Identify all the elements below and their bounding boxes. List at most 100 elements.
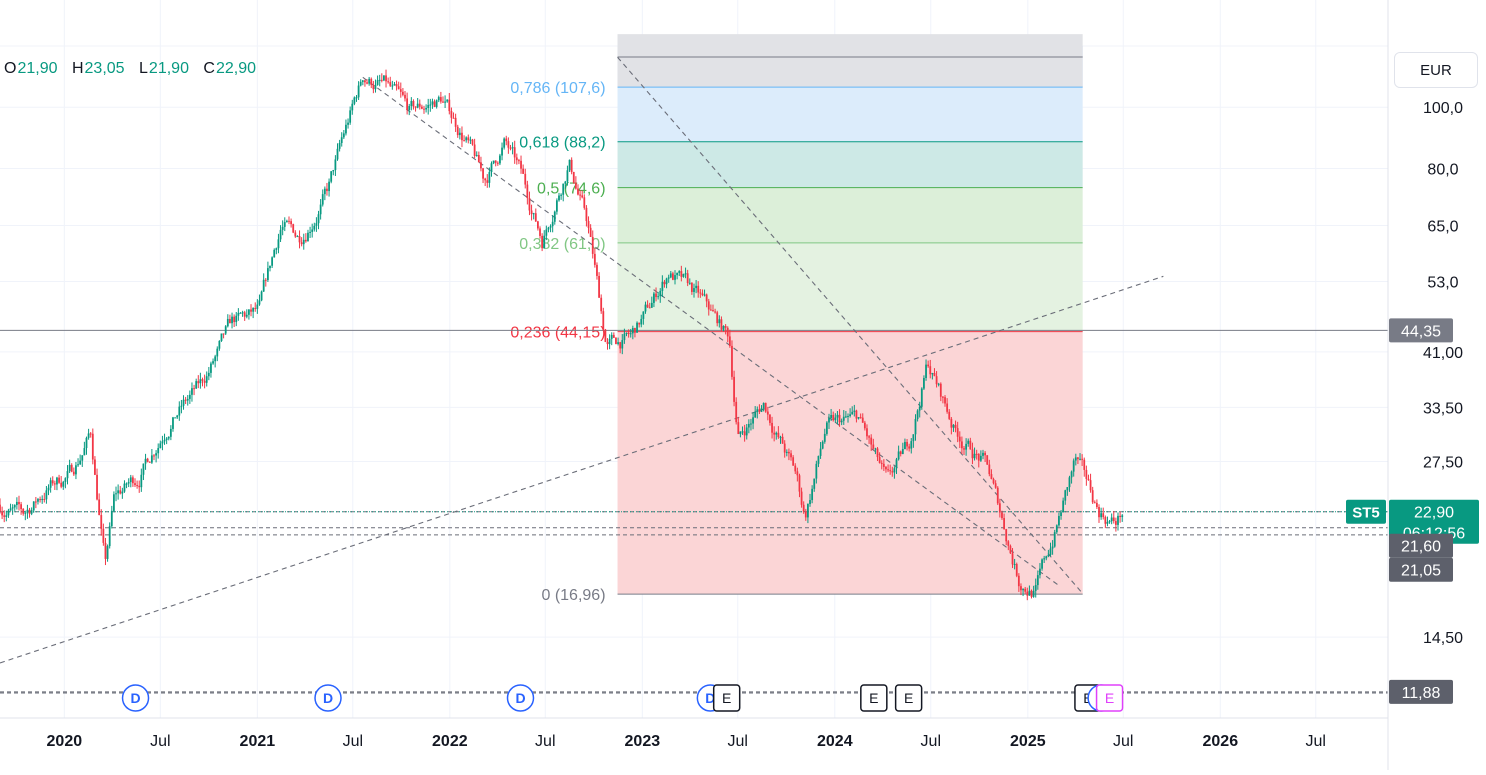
candle-body (1032, 590, 1035, 597)
candle-body (965, 443, 968, 450)
candle-body (60, 482, 63, 487)
candle-body (68, 464, 71, 472)
candle-body (231, 316, 233, 324)
fibonacci-retracement[interactable]: 0,786 (107,6) 0,618 (88,2) 0,5 (74,6) 0,382… (510, 34, 1083, 604)
candle-body (577, 188, 579, 195)
candle-body (108, 526, 111, 547)
candle-body (769, 414, 771, 423)
candle-body (982, 452, 984, 456)
candle-body (410, 100, 413, 107)
time-tick-label: Jul (1306, 733, 1326, 750)
candle-body (509, 147, 512, 149)
candle-body (273, 249, 276, 258)
candle-body (368, 78, 371, 84)
price-tag (1389, 679, 1453, 704)
candle-body (545, 229, 548, 236)
candle-body (494, 160, 497, 163)
candle-body (718, 319, 721, 324)
candle-body (102, 528, 105, 543)
candle-body (610, 334, 613, 339)
trendlines[interactable] (0, 56, 1164, 664)
candle-body (11, 507, 14, 509)
candle-body (811, 488, 814, 501)
candle-body (336, 148, 339, 160)
time-tick-label: 2021 (240, 733, 276, 750)
hline-price-tag (1389, 318, 1453, 343)
candle-body (1001, 512, 1003, 519)
candle-body (404, 94, 406, 99)
currency-button[interactable]: EUR (1394, 52, 1478, 88)
candle-body (747, 423, 750, 428)
candle-body (923, 377, 925, 389)
hline-price-tag-label: 44,35 (1401, 323, 1441, 340)
candle-body (207, 372, 210, 377)
candle-body (1083, 459, 1086, 470)
candle-body (935, 376, 938, 385)
candle-body (838, 414, 841, 423)
candle-body (815, 463, 818, 479)
candle-body (56, 477, 58, 485)
candle-body (703, 294, 706, 296)
ohlc-legend: O21,90 H23,05 L21,90 C22,90 (4, 60, 266, 78)
candle-body (840, 420, 843, 423)
candle-body (399, 89, 402, 92)
candle-body (201, 379, 204, 381)
candle-body (994, 483, 997, 488)
candle-body (520, 160, 522, 169)
candle-body (648, 307, 651, 309)
candle-body (345, 124, 347, 134)
candle-body (986, 455, 989, 465)
candle-body (1095, 502, 1098, 508)
candle-body (330, 171, 333, 182)
price-tick-label: 41,00 (1423, 345, 1463, 362)
candle-body (456, 126, 459, 136)
candle-body (728, 336, 731, 346)
candle-body (950, 418, 953, 428)
candle-body (539, 228, 541, 236)
candle-body (420, 106, 423, 109)
candle-body (724, 325, 727, 328)
candle-body (416, 103, 419, 108)
candle-body (146, 458, 149, 462)
candle-body (534, 213, 537, 222)
candle-body (695, 285, 698, 289)
candle-body (239, 312, 242, 314)
time-tick-label: 2025 (1010, 733, 1046, 750)
candle-body (1028, 590, 1031, 596)
time-tick-label: 2022 (432, 733, 468, 750)
candle-body (1060, 512, 1062, 516)
candle-body (349, 110, 352, 123)
candle-body (522, 168, 525, 174)
candle-body (222, 333, 225, 335)
candle-body (296, 236, 299, 238)
earnings-marker (894, 684, 923, 712)
candle-body (617, 342, 619, 345)
price-tick-label: 27,50 (1423, 455, 1463, 472)
candle-body (385, 75, 387, 82)
candle-body (66, 471, 69, 479)
candle-body (737, 422, 740, 435)
candle-body (636, 322, 638, 333)
earnings-marker (712, 684, 741, 712)
candle-body (378, 79, 381, 81)
candle-body (241, 312, 244, 314)
candle-body (874, 448, 877, 450)
low-label: L (139, 60, 148, 77)
candle-body (176, 415, 179, 418)
price-tick-label: 100,0 (1423, 100, 1463, 117)
candle-body (439, 97, 442, 102)
candle-body (262, 279, 265, 292)
candle-body (150, 455, 153, 463)
candle-body (1114, 521, 1117, 525)
candle-body (709, 309, 712, 311)
candle-body (357, 85, 360, 98)
candle-body (364, 80, 366, 83)
candle-body (825, 422, 828, 434)
candle-body (669, 273, 672, 278)
candle-body (387, 81, 390, 83)
candle-body (64, 478, 67, 482)
price-tick-label: 80,0 (1427, 161, 1458, 178)
candle-body (361, 80, 364, 82)
